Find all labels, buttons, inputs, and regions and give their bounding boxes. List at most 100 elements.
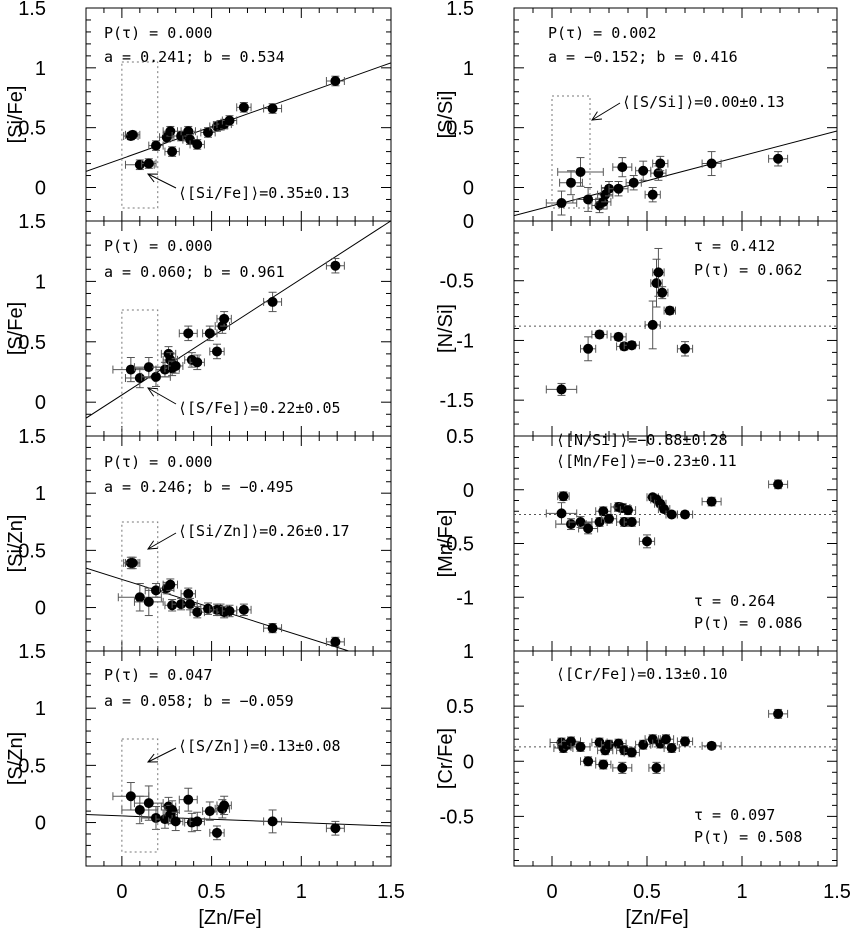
x-tick-label: 1.5	[377, 881, 405, 903]
data-point-group	[263, 623, 283, 634]
data-point-group	[263, 291, 283, 313]
arrow-line	[147, 532, 177, 550]
panel: -0.5 0 0.5 1 [Cr/Fe] ⟨[Cr/Fe]⟩=0.13±0.10 τ = 0…	[435, 641, 850, 903]
panel-frame	[513, 650, 838, 867]
arrow-head	[147, 540, 159, 550]
data-point	[238, 604, 249, 615]
data-point	[664, 305, 675, 316]
data-point	[167, 146, 178, 157]
data-point-group	[189, 139, 205, 150]
data-point	[583, 194, 594, 205]
data-point	[647, 734, 658, 745]
data-point	[575, 741, 586, 752]
data-point-group	[124, 367, 155, 389]
data-point-group	[164, 146, 180, 157]
data-point-group	[141, 158, 157, 169]
stat-annotation: P(τ) = 0.508	[694, 828, 802, 846]
data-point	[773, 708, 784, 719]
y-tick-label: 0.5	[446, 118, 474, 140]
data-point-group	[557, 157, 604, 187]
y-tick-label: -1	[456, 330, 474, 352]
data-point-group	[180, 125, 196, 137]
data-point	[575, 166, 586, 177]
data-point	[653, 168, 664, 179]
data-point-group	[121, 795, 159, 825]
data-point	[566, 519, 576, 530]
data-point	[604, 513, 614, 524]
y-tick-label: 1	[35, 483, 46, 505]
data-point	[666, 743, 677, 754]
x-tick-label: 1	[736, 881, 747, 903]
data-point	[224, 115, 235, 126]
panels-group: 0 0.5 1 1.5 [Si/Fe] ⟨[Si/Fe]⟩=0.35±0.13 P(τ) =…	[5, 0, 850, 903]
panel: 0 0.5 1 1.5 [S/Si] ⟨[S/Si]⟩=0.00±0.13 P(τ) = 0…	[435, 0, 838, 222]
data-point	[176, 131, 187, 142]
y-tick-label: 0.5	[446, 696, 474, 718]
data-point-group	[133, 587, 164, 617]
data-point-group	[580, 336, 597, 362]
data-point-group	[221, 604, 238, 618]
y-tick-label: 0.5	[18, 332, 46, 354]
data-point	[134, 804, 145, 815]
y-tick-label: -0.5	[440, 806, 474, 828]
panel-frame	[85, 650, 392, 867]
fit-line	[514, 130, 837, 217]
x-tick-label: 0.5	[198, 881, 226, 903]
data-series	[545, 151, 789, 216]
data-point	[647, 319, 658, 330]
data-point-group	[591, 517, 608, 527]
y-tick-label: 1	[463, 641, 474, 663]
data-point-group	[644, 186, 661, 203]
mean-label: ⟨[Si/Zn]⟩=0.26±0.17	[178, 522, 350, 540]
data-point	[628, 177, 639, 188]
data-series	[549, 708, 789, 774]
mean-label: ⟨[S/Fe]⟩=0.22±0.05	[178, 399, 341, 417]
data-point	[642, 536, 652, 547]
y-tick-label: 0	[35, 177, 46, 199]
data-point-group	[133, 785, 164, 821]
data-point	[219, 313, 230, 324]
data-point	[192, 607, 203, 618]
y-axis-label: [Cr/Fe]	[435, 728, 457, 789]
data-point-group	[768, 151, 789, 167]
data-point	[583, 343, 594, 354]
data-point	[626, 747, 637, 758]
stat-annotation: a = 0.246; b = −0.495	[104, 478, 294, 496]
x-tick-label: 0	[116, 881, 127, 903]
y-tick-label: 0.5	[18, 755, 46, 777]
data-point-group	[202, 325, 218, 342]
data-point-group	[200, 602, 216, 615]
stat-annotation: τ = 0.412	[694, 237, 775, 255]
y-tick-label: 0.5	[18, 118, 46, 140]
data-point	[638, 739, 649, 750]
y-tick-label: -1.5	[440, 390, 474, 412]
stat-annotation: P(τ) = 0.002	[548, 24, 656, 42]
arrow-line	[591, 102, 621, 121]
panel: 0 0.5 1 1.5 [S/Zn] ⟨[S/Zn]⟩=0.13±0.08 P(τ) = 0…	[5, 641, 405, 903]
data-point	[594, 517, 605, 527]
data-point-group	[652, 155, 669, 172]
data-point-group	[638, 534, 656, 549]
y-tick-label: 0	[35, 598, 46, 620]
arrow-line	[147, 387, 177, 405]
data-point-group	[663, 305, 676, 316]
data-point-group	[162, 578, 178, 591]
data-point	[330, 75, 341, 86]
y-tick-label: 1.5	[18, 426, 46, 448]
data-point	[211, 827, 222, 838]
data-point-group	[200, 127, 216, 138]
data-point	[183, 126, 194, 137]
data-point	[134, 159, 145, 170]
data-point	[185, 134, 196, 145]
y-tick-label: 0.5	[18, 540, 46, 562]
arrow-line	[147, 173, 177, 189]
data-point	[330, 260, 341, 271]
data-point-group	[619, 505, 637, 516]
data-point	[583, 756, 594, 767]
data-point-group	[545, 190, 578, 216]
data-point	[165, 126, 176, 137]
y-tick-label: -0.5	[440, 271, 474, 293]
data-point	[657, 287, 668, 298]
data-point	[127, 557, 138, 568]
